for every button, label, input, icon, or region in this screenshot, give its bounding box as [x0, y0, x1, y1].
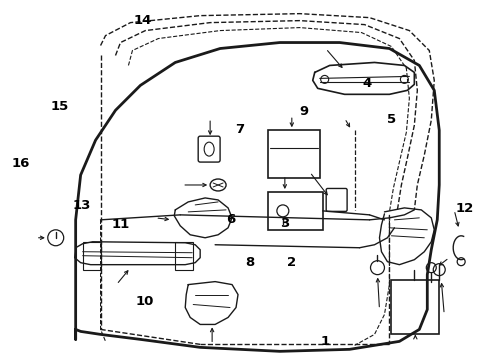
Text: 1: 1	[321, 335, 330, 348]
Bar	[268, 130, 319, 178]
Bar	[392, 280, 439, 334]
Text: 7: 7	[236, 123, 245, 136]
Text: 10: 10	[136, 296, 154, 309]
Text: 2: 2	[287, 256, 296, 269]
Text: 15: 15	[50, 100, 69, 113]
Bar	[175, 242, 193, 270]
Text: 16: 16	[11, 157, 30, 170]
Text: 8: 8	[245, 256, 254, 269]
Text: 14: 14	[133, 14, 152, 27]
Text: 9: 9	[299, 105, 308, 118]
Text: 4: 4	[363, 77, 371, 90]
Text: 3: 3	[280, 216, 290, 230]
Text: 13: 13	[73, 199, 91, 212]
Text: 11: 11	[111, 218, 130, 231]
Bar	[83, 242, 100, 270]
Text: 6: 6	[226, 213, 235, 226]
Text: 12: 12	[456, 202, 474, 215]
Bar	[268, 192, 323, 230]
Text: 5: 5	[387, 113, 396, 126]
